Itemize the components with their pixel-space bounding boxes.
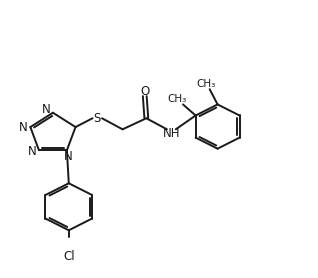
Text: N: N bbox=[19, 121, 28, 133]
Text: CH₃: CH₃ bbox=[197, 79, 216, 89]
Text: CH₃: CH₃ bbox=[167, 95, 186, 105]
Text: S: S bbox=[93, 112, 101, 125]
Text: Cl: Cl bbox=[63, 250, 75, 263]
Text: NH: NH bbox=[163, 127, 180, 140]
Text: N: N bbox=[42, 103, 50, 116]
Text: N: N bbox=[64, 150, 73, 163]
Text: N: N bbox=[28, 145, 36, 158]
Text: O: O bbox=[140, 85, 149, 98]
